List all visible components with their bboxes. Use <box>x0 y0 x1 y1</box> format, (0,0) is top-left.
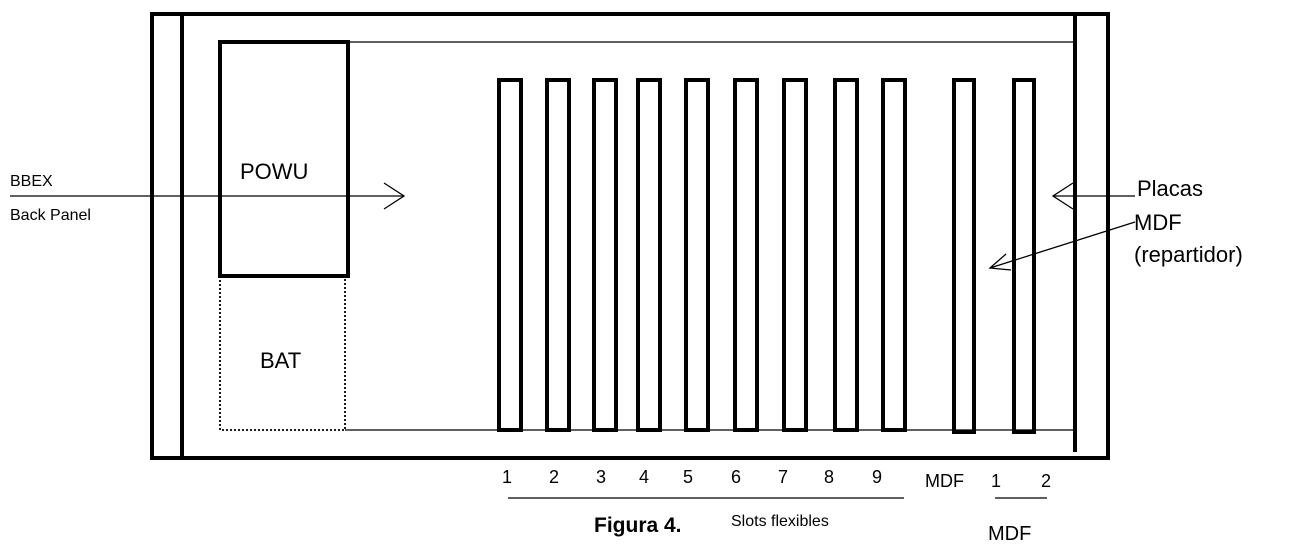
placas-arrow-upper-head <box>1051 182 1074 210</box>
repartidor-label: (repartidor) <box>1134 242 1243 267</box>
bat-module <box>219 275 346 431</box>
mdf-slot-2 <box>1012 78 1036 434</box>
figure-caption: Figura 4. <box>594 514 682 537</box>
flexible-slot-3 <box>592 78 618 432</box>
bbex-label-line2: Back Panel <box>10 207 91 224</box>
flexible-slot-5 <box>684 78 710 432</box>
slot-number-9: 9 <box>872 467 882 487</box>
bbex-label-line1: BBEX <box>10 173 53 190</box>
mdf-caption: MDF <box>988 523 1031 545</box>
flexible-slot-6 <box>733 78 759 432</box>
bat-label: BAT <box>260 348 301 373</box>
flexible-slot-4 <box>636 78 662 432</box>
slot-number-6: 6 <box>731 467 741 487</box>
powu-label: POWU <box>240 159 308 184</box>
flexible-slots-caption: Slots flexibles <box>731 513 829 530</box>
slot-number-5: 5 <box>683 467 693 487</box>
mdf-number-2: 2 <box>1041 471 1051 491</box>
flexible-slot-9 <box>881 78 907 432</box>
flexible-slot-1 <box>497 78 523 432</box>
mdf-number-1: 1 <box>991 471 1001 491</box>
placas-arrow-lower-line <box>989 221 1136 269</box>
placas-mdf-label: MDF <box>1134 210 1182 235</box>
slot-number-8: 8 <box>824 467 834 487</box>
mdf-slot-1 <box>952 78 976 434</box>
slot-number-2: 2 <box>549 467 559 487</box>
flexible-slot-8 <box>833 78 859 432</box>
slot-number-4: 4 <box>639 467 649 487</box>
bbex-arrow-head <box>383 182 406 210</box>
slot-number-1: 1 <box>502 467 512 487</box>
slot-number-3: 3 <box>596 467 606 487</box>
mdf-slot-label: MDF <box>925 471 964 491</box>
slot-number-7: 7 <box>778 467 788 487</box>
flexible-slot-2 <box>545 78 571 432</box>
flexible-slot-7 <box>782 78 808 432</box>
placas-label: Placas <box>1137 176 1203 201</box>
chassis-frame <box>150 12 1110 460</box>
placas-arrow-lower-head <box>988 253 1012 271</box>
